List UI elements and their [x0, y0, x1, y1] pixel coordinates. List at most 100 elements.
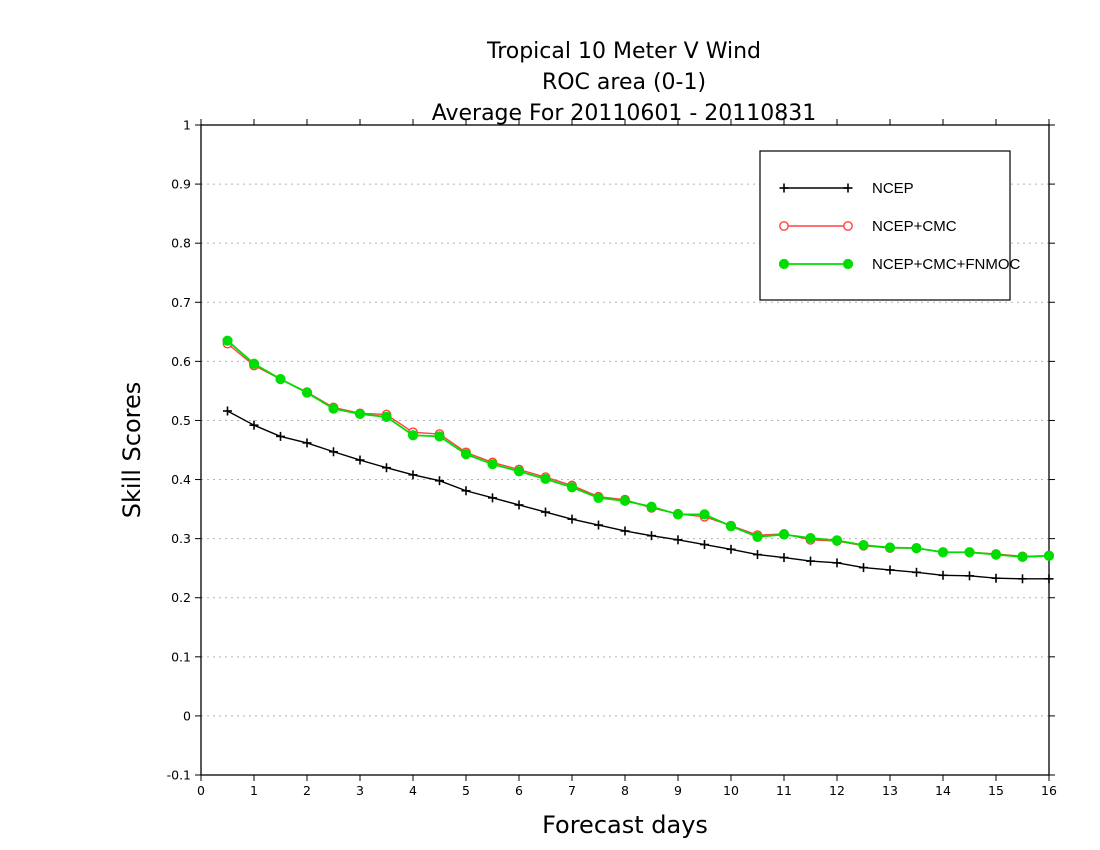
- x-tick-label: 7: [568, 783, 576, 798]
- data-point: [382, 463, 391, 473]
- data-point: [912, 567, 921, 577]
- data-point: [699, 509, 710, 520]
- legend-label: NCEP+CMC+FNMOC: [872, 256, 1021, 273]
- y-tick-label: 0.4: [171, 472, 191, 487]
- series-ncep-cmc: [222, 338, 1054, 562]
- y-axis-label: Skill Scores: [118, 382, 146, 519]
- data-point: [673, 535, 683, 545]
- data-point: [700, 540, 709, 550]
- series-ncep-cmc-fnmoc: [222, 335, 1055, 563]
- data-point: [249, 420, 259, 430]
- data-point: [381, 411, 392, 423]
- data-point: [859, 563, 868, 573]
- data-point: [646, 501, 657, 512]
- data-point: [222, 335, 233, 346]
- y-tick-label: 0.3: [171, 531, 191, 546]
- data-point: [831, 535, 843, 546]
- series-line: [227, 410, 1049, 580]
- data-point: [990, 549, 1002, 560]
- series-ncep: [223, 406, 1054, 584]
- data-point: [513, 466, 525, 477]
- title-line-1: Tropical 10 Meter V Wind: [486, 39, 761, 64]
- data-point: [328, 403, 339, 414]
- data-point: [540, 473, 551, 485]
- title-line-3: Average For 20110601 - 20110831: [432, 101, 817, 126]
- data-point: [619, 495, 631, 506]
- x-tick-label: 4: [409, 783, 417, 798]
- series-line: [227, 343, 1050, 558]
- data-point: [514, 500, 524, 510]
- data-point: [806, 556, 815, 566]
- data-point: [805, 532, 816, 544]
- data-point: [753, 550, 762, 560]
- data-point: [779, 553, 789, 563]
- x-tick-label: 0: [197, 783, 205, 798]
- data-point: [594, 520, 603, 530]
- x-tick-label: 12: [829, 783, 845, 798]
- data-point: [885, 565, 895, 575]
- y-tick-label: -0.1: [167, 768, 191, 783]
- data-point: [965, 571, 974, 581]
- axes: -0.100.10.20.30.40.50.60.70.80.910 1 2 3 4 5 6…: [167, 118, 1057, 799]
- data-point: [434, 431, 445, 442]
- data-point: [302, 438, 312, 448]
- data-point: [778, 258, 790, 270]
- legend: NCEP NCEP+CMC NCEP+CMC+FNMOC: [759, 150, 1021, 301]
- data-point: [355, 455, 365, 465]
- data-point: [408, 470, 418, 480]
- data-point: [911, 542, 922, 554]
- data-point: [460, 449, 472, 460]
- data-point: [842, 258, 854, 270]
- data-point: [779, 221, 789, 231]
- y-tick-label: 0.9: [171, 177, 191, 192]
- data-point: [248, 358, 260, 369]
- data-point: [779, 183, 789, 193]
- legend-label: NCEP+CMC: [872, 218, 957, 235]
- series-line: [226, 340, 1050, 558]
- data-point: [778, 529, 790, 540]
- data-point: [752, 531, 763, 542]
- title-line-2: ROC area (0-1): [542, 70, 706, 95]
- data-point: [354, 408, 366, 420]
- y-tick-label: 0.5: [171, 413, 191, 428]
- data-point: [964, 547, 975, 558]
- data-point: [1043, 550, 1055, 561]
- data-point: [276, 431, 285, 441]
- data-point: [566, 482, 578, 493]
- data-point: [223, 406, 232, 416]
- x-tick-label: 15: [988, 783, 1004, 798]
- x-tick-label: 14: [935, 783, 951, 798]
- data-point: [937, 547, 949, 558]
- legend-label: NCEP: [872, 180, 914, 197]
- y-tick-label: 0.8: [171, 236, 191, 251]
- data-point: [832, 558, 842, 568]
- x-tick-label: 3: [356, 783, 364, 798]
- data-point: [541, 507, 550, 517]
- data-point: [938, 570, 948, 580]
- data-point: [726, 544, 736, 554]
- data-point: [858, 540, 869, 551]
- data-point: [407, 430, 419, 441]
- data-point: [1017, 551, 1028, 563]
- y-tick-label: 0.1: [171, 649, 191, 664]
- x-tick-label: 5: [462, 783, 470, 798]
- data-point: [301, 387, 313, 398]
- chart-title: Tropical 10 Meter V Wind ROC area (0-1) Av…: [432, 39, 817, 126]
- x-tick-label: 9: [674, 783, 682, 798]
- y-tick-label: 0.6: [171, 354, 191, 369]
- y-tick-label: 0.2: [171, 590, 191, 605]
- x-tick-label: 16: [1041, 783, 1057, 798]
- data-point: [843, 221, 853, 231]
- data-point: [647, 531, 656, 541]
- data-point: [991, 573, 1001, 583]
- x-tick-label: 6: [515, 783, 523, 798]
- data-point: [672, 509, 684, 520]
- data-point: [725, 521, 737, 532]
- data-point: [620, 526, 630, 536]
- x-tick-label: 1: [250, 783, 258, 798]
- data-point: [843, 183, 853, 193]
- x-tick-label: 8: [621, 783, 629, 798]
- series-layer: [222, 335, 1055, 584]
- data-point: [435, 476, 444, 486]
